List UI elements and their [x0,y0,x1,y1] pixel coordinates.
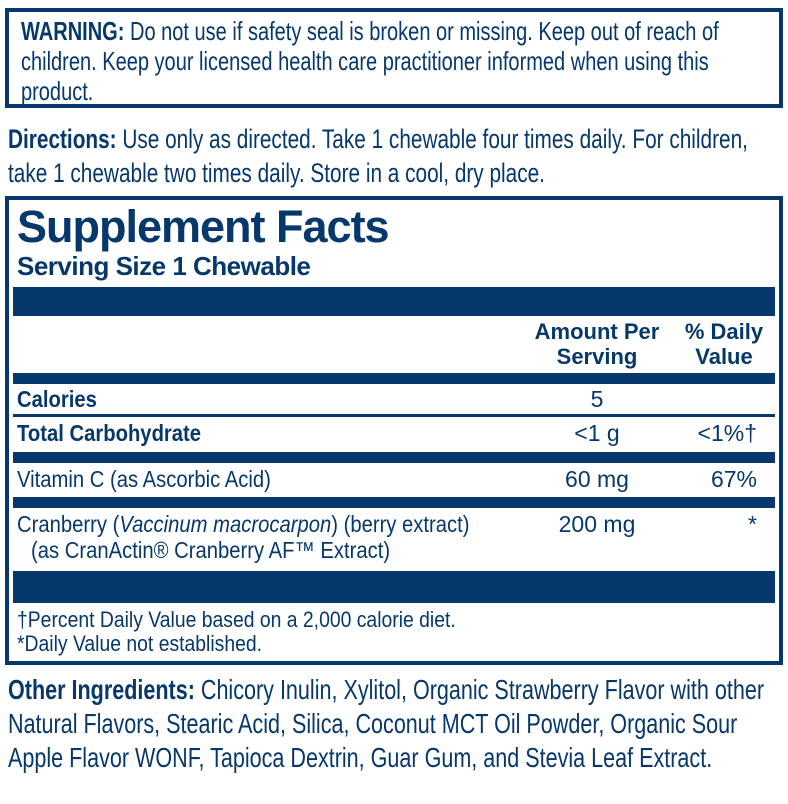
warning-paragraph: WARNING: Do not use if safety seal is br… [21,16,767,106]
warning-label: WARNING: [21,16,125,46]
total-carbohydrate-daily-value: <1%† [697,420,757,446]
divider-bar-2 [13,497,775,508]
directions-paragraph: Directions: Use only as directed. Take 1… [8,122,780,190]
divider-bar-under-headers [13,373,775,384]
other-ingredients-paragraph: Other Ingredients: Chicory Inulin, Xylit… [8,673,780,775]
other-ingredients-section: Other Ingredients: Chicory Inulin, Xylit… [8,673,780,775]
calories-name: Calories [17,386,97,412]
amount-per-serving-header: Amount Per Serving [534,319,660,369]
total-carbohydrate-amount: <1 g [574,420,620,446]
vitamin-c-amount: 60 mg [565,466,629,492]
total-carbohydrate-name: Total Carbohydrate [17,420,202,446]
daily-value-header: % Daily Value [684,319,764,369]
facts-column-headers: Amount Per Serving % Daily Value [9,319,779,369]
divider-bar-bottom [13,571,775,603]
row-cranberry: Cranberry (Vaccinum macrocarpon) (berry … [9,511,779,563]
vitamin-c-daily-value: 67% [710,466,757,492]
supplement-facts-title: Supplement Facts [17,201,390,252]
cranberry-amount: 200 mg [558,511,636,537]
footnote-not-established: *Daily Value not established. [17,631,263,656]
directions-label: Directions: [8,124,117,154]
other-ingredients-label: Other Ingredients: [8,674,195,705]
vitamin-c-name: Vitamin C (as Ascorbic Acid) [17,466,271,492]
cranberry-name: Cranberry (Vaccinum macrocarpon) (berry … [17,511,470,563]
directions-section: Directions: Use only as directed. Take 1… [8,122,780,190]
footnotes: †Percent Daily Value based on a 2,000 ca… [9,603,779,656]
cranberry-name-line2: (as CranActin® Cranberry AF™ Extract) [31,537,391,563]
row-total-carbohydrate: Total Carbohydrate <1 g <1%† [9,420,779,446]
warning-box: WARNING: Do not use if safety seal is br… [5,8,783,108]
calories-amount: 5 [590,386,604,412]
divider-rule [13,414,775,417]
footnote-percent-daily-value: †Percent Daily Value based on a 2,000 ca… [17,607,456,632]
divider-bar-1 [13,452,775,463]
row-vitamin-c: Vitamin C (as Ascorbic Acid) 60 mg 67% [9,466,779,492]
serving-size: Serving Size 1 Chewable [17,251,311,281]
directions-text: Use only as directed. Take 1 chewable fo… [8,124,748,188]
supplement-facts-panel: Supplement Facts Serving Size 1 Chewable… [5,196,783,665]
row-calories: Calories 5 [9,386,779,412]
other-ingredients-text: Chicory Inulin, Xylitol, Organic Strawbe… [8,674,765,773]
cranberry-species: Vaccinum macrocarpon [119,511,332,537]
cranberry-daily-value: * [748,511,757,537]
warning-text: Do not use if safety seal is broken or m… [21,16,719,106]
divider-bar-top [13,287,775,316]
